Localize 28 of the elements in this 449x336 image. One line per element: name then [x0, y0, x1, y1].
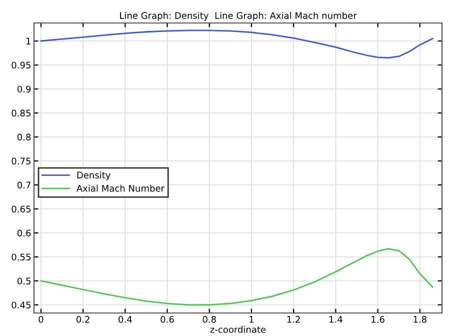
y-tick-label: 0.7 — [17, 182, 30, 188]
x-tick-label: 0.4 — [118, 316, 132, 323]
line-series — [40, 30, 434, 58]
x-tick-label: 1.2 — [287, 316, 300, 323]
x-tick-label: 1.8 — [414, 316, 426, 323]
y-tick-label: 0.95 — [12, 62, 30, 69]
x-tick-label: 1.6 — [372, 316, 384, 323]
y-tick-label: 0.5 — [17, 278, 30, 284]
legend-label: Axial Mach Number — [76, 184, 165, 192]
x-tick-label: 0 — [38, 316, 44, 323]
y-tick-label: 0.55 — [12, 254, 30, 260]
y-tick-label: 0.85 — [12, 110, 30, 117]
y-tick-label: 0.9 — [17, 86, 31, 93]
x-tick-label: 0.6 — [160, 316, 174, 323]
x-axis-title: z-coordinate — [210, 326, 266, 333]
y-tick-label: 0.8 — [17, 134, 31, 140]
x-tick-label: 0.8 — [202, 316, 216, 323]
chart-title: Line Graph: Density Line Graph: Axial Mach number — [120, 12, 357, 21]
legend-label: Density — [77, 172, 110, 180]
y-tick-label: 1 — [26, 38, 30, 44]
y-tick-label: 0.65 — [12, 206, 30, 212]
y-tick-label: 0.45 — [12, 302, 30, 308]
line-series — [40, 248, 434, 306]
y-tick-label: 0.75 — [12, 158, 30, 164]
x-tick-label: 0.2 — [76, 316, 90, 323]
y-tick-label: 0.6 — [17, 230, 31, 236]
x-tick-label: 1.4 — [329, 316, 342, 323]
x-tick-label: 1 — [250, 316, 254, 323]
